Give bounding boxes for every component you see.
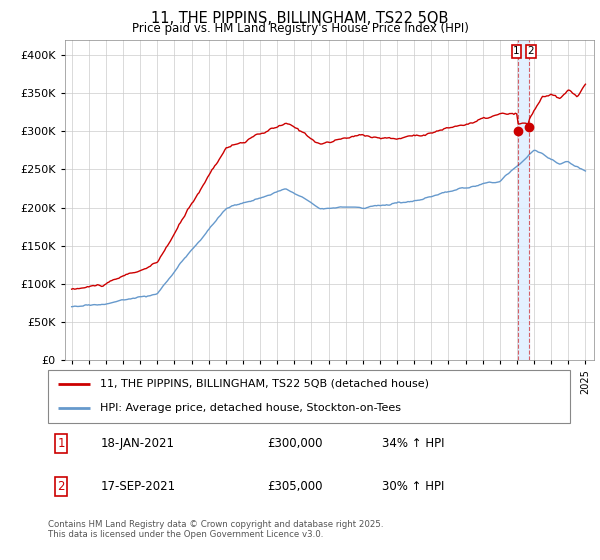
Text: 1: 1: [513, 46, 520, 56]
Text: 11, THE PIPPINS, BILLINGHAM, TS22 5QB: 11, THE PIPPINS, BILLINGHAM, TS22 5QB: [151, 11, 449, 26]
Text: £305,000: £305,000: [267, 480, 323, 493]
Text: 17-SEP-2021: 17-SEP-2021: [100, 480, 175, 493]
FancyBboxPatch shape: [48, 370, 570, 423]
Text: 2: 2: [527, 46, 534, 56]
Text: HPI: Average price, detached house, Stockton-on-Tees: HPI: Average price, detached house, Stoc…: [100, 403, 401, 413]
Text: 2: 2: [58, 480, 65, 493]
Bar: [518, 40, 529, 360]
Text: 34% ↑ HPI: 34% ↑ HPI: [382, 437, 445, 450]
Text: Price paid vs. HM Land Registry's House Price Index (HPI): Price paid vs. HM Land Registry's House …: [131, 22, 469, 35]
Text: 11, THE PIPPINS, BILLINGHAM, TS22 5QB (detached house): 11, THE PIPPINS, BILLINGHAM, TS22 5QB (d…: [100, 379, 429, 389]
Text: 1: 1: [58, 437, 65, 450]
Text: 18-JAN-2021: 18-JAN-2021: [100, 437, 174, 450]
Text: £300,000: £300,000: [267, 437, 323, 450]
Text: 30% ↑ HPI: 30% ↑ HPI: [382, 480, 445, 493]
Text: Contains HM Land Registry data © Crown copyright and database right 2025.
This d: Contains HM Land Registry data © Crown c…: [48, 520, 383, 539]
